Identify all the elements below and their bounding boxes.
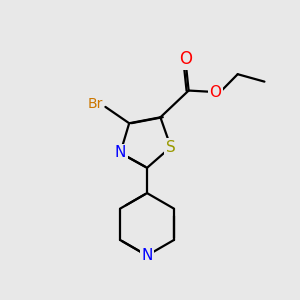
- Text: O: O: [179, 50, 192, 68]
- Text: S: S: [166, 140, 176, 154]
- Text: O: O: [209, 85, 221, 100]
- Text: N: N: [115, 146, 126, 160]
- Text: N: N: [141, 248, 153, 263]
- Text: Br: Br: [87, 97, 103, 111]
